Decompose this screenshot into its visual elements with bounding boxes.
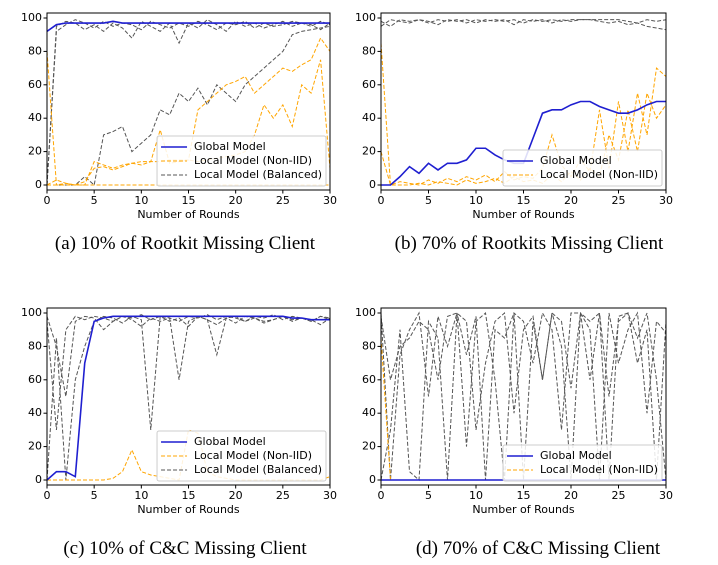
x-tick-label: 15 (517, 194, 531, 207)
y-tick-label: 40 (362, 111, 376, 124)
y-tick-label: 60 (362, 373, 376, 386)
y-tick-label: 60 (28, 373, 42, 386)
x-tick-label: 20 (229, 194, 243, 207)
legend-label: Global Model (194, 435, 266, 448)
subplot: 0 20 40 60 80 100 0 5 10 15 20 25 30 Number of Rounds… (21, 306, 337, 516)
y-tick-label: 0 (35, 473, 42, 486)
series-line (47, 314, 330, 430)
y-tick-label: 80 (362, 44, 376, 57)
x-tick-label: 0 (378, 489, 385, 502)
legend-label: Global Model (194, 140, 266, 153)
caption: (b) 70% of Rootkits Missing Client (394, 233, 664, 254)
x-tick-label: 10 (134, 194, 148, 207)
x-tick-label: 10 (469, 194, 483, 207)
x-tick-label: 25 (276, 489, 290, 502)
x-axis-label: Number of Rounds (137, 503, 240, 516)
subplot: 0 20 40 60 80 100 0 5 10 15 20 25 30 Number of Rounds… (21, 11, 337, 221)
legend-label: Local Model (Non-IID) (540, 463, 658, 476)
y-tick-label: 80 (28, 339, 42, 352)
x-axis-label: Number of Rounds (137, 208, 240, 221)
series-line (381, 19, 666, 27)
legend-label: Local Model (Non-IID) (194, 449, 312, 462)
legend-label: Local Model (Non-IID) (194, 154, 312, 167)
series-line (47, 20, 330, 33)
series-line (381, 19, 666, 31)
legend-box (156, 135, 327, 187)
x-tick-label: 30 (659, 194, 673, 207)
x-tick-label: 10 (469, 489, 483, 502)
y-tick-label: 80 (28, 44, 42, 57)
legend-label: Global Model (540, 449, 612, 462)
x-tick-label: 30 (323, 489, 337, 502)
y-tick-label: 20 (362, 145, 376, 158)
legend-label: Local Model (Balanced) (194, 168, 322, 181)
legend-box (502, 444, 663, 482)
legend-box (502, 149, 663, 187)
y-tick-label: 20 (28, 440, 42, 453)
x-tick-label: 0 (378, 194, 385, 207)
y-tick-label: 80 (362, 339, 376, 352)
y-tick-label: 60 (28, 78, 42, 91)
x-tick-label: 30 (323, 194, 337, 207)
legend-label: Local Model (Non-IID) (540, 168, 658, 181)
caption: (c) 10% of C&C Missing Client (63, 538, 307, 559)
series-line (47, 19, 330, 186)
caption: (a) 10% of Rootkit Missing Client (54, 233, 316, 254)
series-line (47, 19, 330, 186)
x-axis-label: Number of Rounds (472, 503, 575, 516)
x-tick-label: 0 (44, 194, 51, 207)
subplot: 0 20 40 60 80 100 0 5 10 15 20 25 30 Number of Rounds… (355, 306, 673, 516)
x-tick-label: 20 (564, 489, 578, 502)
y-tick-label: 100 (355, 306, 376, 319)
y-tick-label: 20 (362, 440, 376, 453)
y-tick-label: 100 (355, 11, 376, 24)
x-tick-label: 15 (182, 489, 196, 502)
legend-label: Global Model (540, 154, 612, 167)
y-tick-label: 40 (28, 111, 42, 124)
x-tick-label: 30 (659, 489, 673, 502)
y-tick-label: 100 (21, 306, 42, 319)
series-line (47, 315, 330, 397)
lines (47, 314, 330, 481)
x-tick-label: 10 (134, 489, 148, 502)
subplot: 0 20 40 60 80 100 0 5 10 15 20 25 30 Number of Rounds… (355, 11, 673, 221)
x-tick-label: 5 (91, 194, 98, 207)
x-tick-label: 15 (182, 194, 196, 207)
series-line (47, 59, 330, 186)
x-tick-label: 0 (44, 489, 51, 502)
series-line (47, 315, 330, 481)
x-tick-label: 25 (612, 194, 626, 207)
y-tick-label: 20 (28, 145, 42, 158)
y-tick-label: 0 (369, 473, 376, 486)
y-tick-label: 0 (369, 178, 376, 191)
x-tick-label: 5 (425, 194, 432, 207)
y-tick-label: 0 (35, 178, 42, 191)
x-axis-label: Number of Rounds (472, 208, 575, 221)
y-tick-label: 40 (28, 406, 42, 419)
x-tick-label: 15 (517, 489, 531, 502)
series-line (381, 311, 666, 481)
series-line (47, 25, 330, 186)
x-tick-label: 5 (91, 489, 98, 502)
y-tick-label: 60 (362, 78, 376, 91)
x-tick-label: 20 (229, 489, 243, 502)
legend-box (156, 430, 327, 482)
y-tick-label: 100 (21, 11, 42, 24)
series-line (381, 311, 666, 481)
x-tick-label: 5 (425, 489, 432, 502)
caption: (d) 70% of C&C Missing Client (415, 538, 661, 559)
x-tick-label: 25 (276, 194, 290, 207)
legend-label: Local Model (Balanced) (194, 463, 322, 476)
series-line (381, 43, 666, 186)
y-tick-label: 40 (362, 406, 376, 419)
series-line (381, 311, 666, 482)
x-tick-label: 25 (612, 489, 626, 502)
x-tick-label: 20 (564, 194, 578, 207)
